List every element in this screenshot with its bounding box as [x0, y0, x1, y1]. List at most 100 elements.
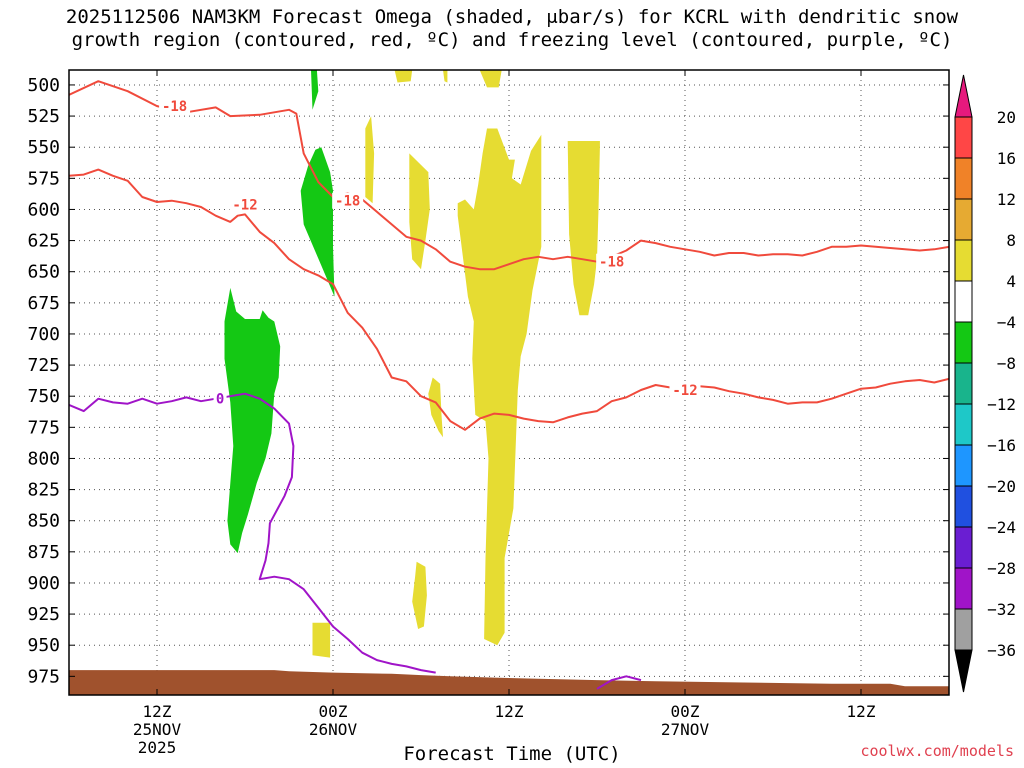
omega-region-green-1	[311, 70, 319, 110]
colorbar-bin	[954, 239, 973, 282]
omega-region-yellow-6	[457, 128, 542, 646]
colorbar-label: −8	[997, 354, 1016, 373]
x-tick-label: 26NOV	[309, 720, 358, 739]
x-axis-label: Forecast Time (UTC)	[403, 743, 621, 765]
y-tick-label: 575	[27, 168, 60, 189]
y-tick-label: 625	[27, 231, 60, 252]
y-tick-label: 850	[27, 511, 60, 532]
colorbar-label: 12	[997, 190, 1016, 209]
chart-title-line1: 2025112506 NAM3KM Forecast Omega (shaded…	[65, 6, 959, 28]
omega-region-yellow-8	[428, 377, 443, 438]
contour-dgz-minus12	[69, 168, 949, 431]
chart-title: 2025112506 NAM3KM Forecast Omega (shaded…	[0, 6, 1024, 52]
ground-layer	[69, 670, 949, 695]
y-tick-label: 600	[27, 199, 60, 220]
y-tick-label: 550	[27, 137, 60, 158]
y-tick-label: 950	[27, 635, 60, 656]
omega-region-yellow-3	[479, 70, 502, 88]
contour-label-bg	[213, 390, 227, 407]
colorbar-label: −16	[987, 436, 1016, 455]
contour-label: -12	[232, 197, 257, 213]
ground-surface	[69, 670, 949, 695]
y-tick-label: 975	[27, 666, 60, 687]
y-tick-label: 525	[27, 106, 60, 127]
y-tick-label: 700	[27, 324, 60, 345]
contour-label-bg	[159, 98, 191, 115]
omega-region-yellow-5	[409, 153, 430, 270]
omega-region-yellow-10	[312, 622, 331, 658]
contour-label-bg	[332, 192, 364, 209]
x-tick-label: 12Z	[847, 702, 876, 721]
omega-region-yellow-7	[567, 141, 600, 316]
colorbar-bin	[954, 608, 973, 651]
omega-region-yellow-2	[443, 70, 448, 83]
credit-text: coolwx.com/models	[860, 742, 1014, 760]
x-tick-label: 00Z	[319, 702, 348, 721]
x-tick-label: 27NOV	[661, 720, 710, 739]
contour-lines	[69, 80, 949, 690]
colorbar-bin	[954, 567, 973, 610]
x-tick-label: 12Z	[495, 702, 524, 721]
colorbar-label: 4	[1006, 272, 1016, 291]
colorbar-label: 20	[997, 108, 1016, 127]
contour-label: -18	[335, 194, 360, 210]
colorbar-label: −20	[987, 477, 1016, 496]
colorbar-label: −24	[987, 518, 1016, 537]
chart-title-line2: growth region (contoured, red, ºC) and f…	[71, 29, 953, 51]
x-tick-label: 25NOV	[133, 720, 182, 739]
contour-label: 0	[216, 392, 224, 408]
x-tick-label: 2025	[138, 738, 177, 757]
contour-freezing-level	[69, 392, 436, 674]
colorbar: 20 16 12 8 4 −4 −8 −12 −16 −20 −24 −28 −32 −36	[954, 74, 1016, 693]
contour-dgz-minus18	[69, 80, 949, 271]
x-tick-label: 12Z	[143, 702, 172, 721]
omega-region-yellow-4	[365, 116, 375, 204]
colorbar-bin	[954, 157, 973, 200]
colorbar-bin	[954, 321, 973, 364]
colorbar-bin	[954, 362, 973, 405]
contour-label: -12	[672, 383, 697, 399]
colorbar-bin	[954, 198, 973, 241]
x-tick-label: 00Z	[671, 702, 700, 721]
colorbar-bin	[954, 444, 973, 487]
contour-labels: -18 -18 -18 -12 -12 0	[159, 98, 701, 408]
contour-label-bg	[229, 196, 261, 213]
colorbar-bin	[954, 526, 973, 569]
y-tick-label: 825	[27, 480, 60, 501]
omega-region-yellow-9	[412, 561, 427, 629]
colorbar-bin	[954, 280, 973, 323]
colorbar-label: −4	[997, 313, 1016, 332]
colorbar-top-triangle	[954, 74, 973, 118]
contour-label: -18	[599, 255, 624, 271]
colorbar-label: −36	[987, 641, 1016, 660]
colorbar-bin	[954, 403, 973, 446]
colorbar-label: −12	[987, 395, 1016, 414]
colorbar-label: 16	[997, 149, 1016, 168]
y-tick-label: 875	[27, 542, 60, 563]
colorbar-bin	[954, 116, 973, 159]
contour-label: -18	[162, 99, 187, 115]
y-axis: 500 525 550 575 600 625 650 675 700 725 750 775 800 8…	[27, 75, 949, 687]
y-tick-label: 675	[27, 293, 60, 314]
omega-region-yellow-1	[394, 70, 413, 83]
contour-freezing-level-2	[596, 675, 642, 690]
colorbar-bottom-triangle	[954, 649, 973, 693]
y-tick-label: 725	[27, 355, 60, 376]
y-tick-label: 925	[27, 604, 60, 625]
colorbar-label: −28	[987, 559, 1016, 578]
y-tick-label: 750	[27, 386, 60, 407]
omega-region-green-3	[224, 287, 281, 554]
colorbar-label: 8	[1006, 231, 1016, 250]
y-tick-label: 800	[27, 448, 60, 469]
colorbar-label: −32	[987, 600, 1016, 619]
colorbar-bin	[954, 485, 973, 528]
y-tick-label: 650	[27, 262, 60, 283]
y-tick-label: 500	[27, 75, 60, 96]
omega-shading	[224, 70, 600, 658]
contour-label-bg	[596, 253, 628, 270]
y-tick-label: 900	[27, 573, 60, 594]
contour-label-bg	[669, 381, 701, 398]
omega-region-green-2	[300, 147, 335, 297]
